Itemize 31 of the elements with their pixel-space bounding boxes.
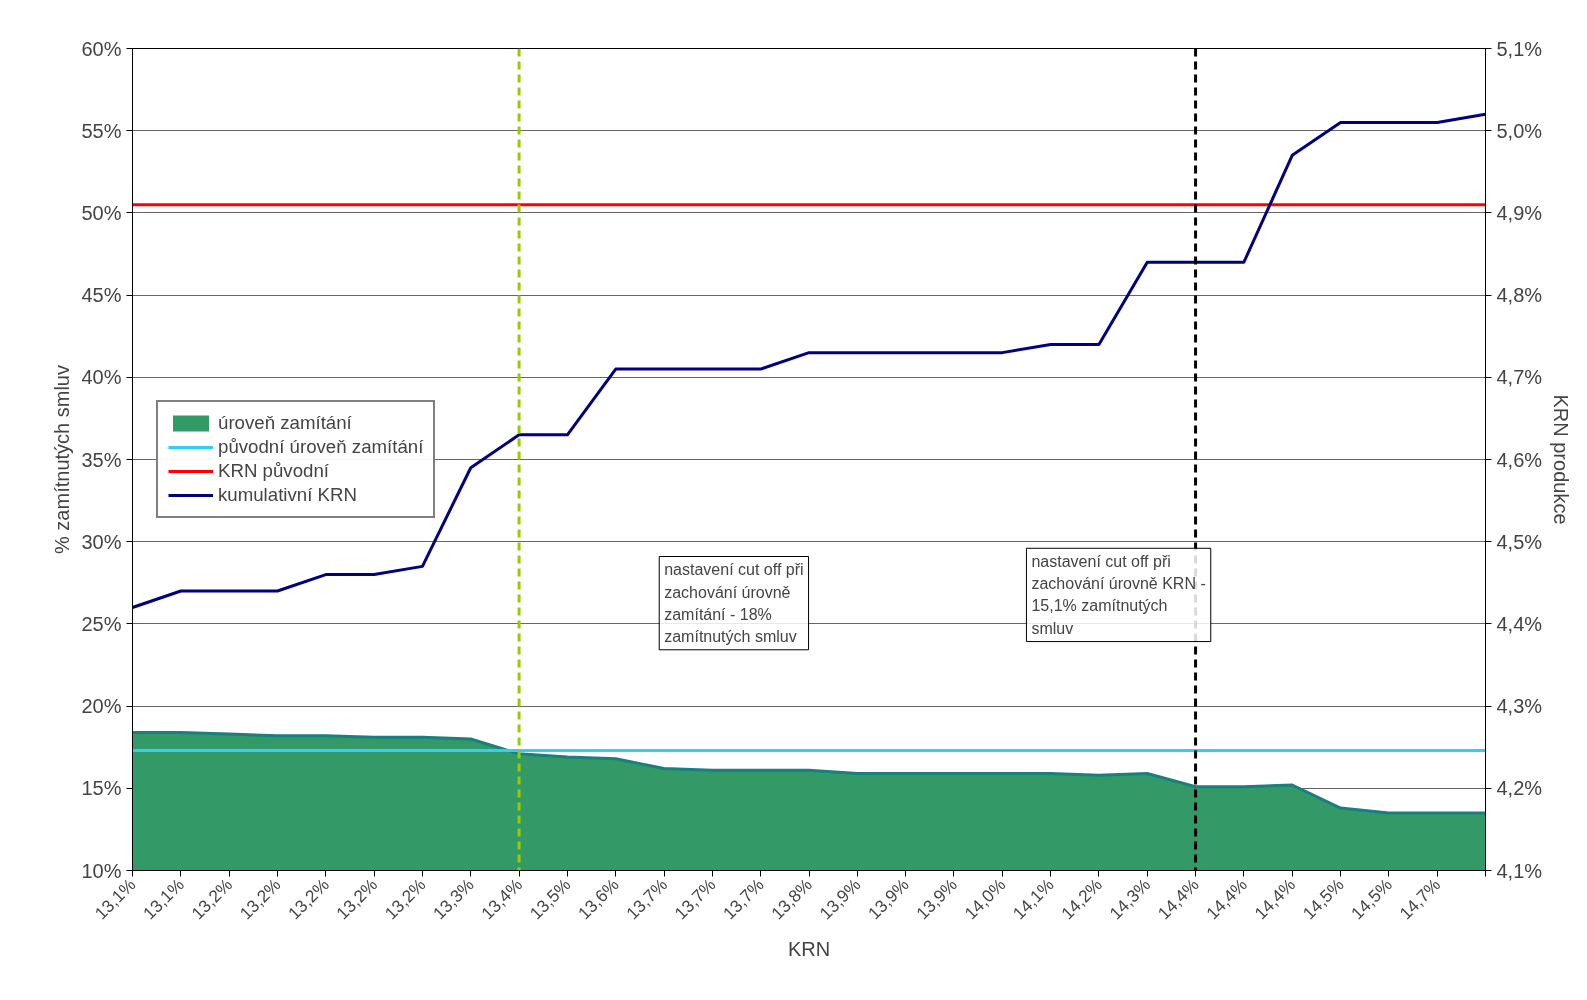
annotation: nastavení cut off při zachování úrovně KRN - 15,1% zamítnutých smluv [1031,553,1206,637]
y2-tick-label: 4,2% [1496,777,1543,800]
x-axis-title: KRN [787,938,831,961]
annotation: nastavení cut off při zachování úrovně zamítání - 18% zamítnutých smluv [664,561,804,645]
y-tick-label: 25% [81,612,122,635]
y2-tick-label: 4,5% [1496,530,1543,553]
y-tick-label: 10% [81,859,122,882]
legend-label: původní úroveň zamítání [218,436,424,458]
legend-label: KRN původní [218,460,329,482]
y2-tick-label: 4,9% [1496,201,1543,224]
y2-tick-label: 4,4% [1496,612,1543,635]
y-tick-label: 45% [81,284,122,307]
y-tick-label: 40% [81,366,122,389]
y2-tick-label: 4,7% [1496,366,1543,389]
y2-tick-label: 4,3% [1496,695,1543,718]
y-tick-label: 20% [81,695,122,718]
y-tick-label: 15% [81,777,122,800]
y2-tick-label: 4,6% [1496,448,1543,471]
y-tick-label: 30% [81,530,122,553]
y2-axis-title: KRN produkce [1550,394,1573,525]
y2-tick-label: 4,8% [1496,284,1543,307]
y2-tick-label: 5,1% [1496,37,1543,60]
y-tick-label: 35% [81,448,122,471]
y-tick-label: 50% [81,201,122,224]
y2-tick-label: 4,1% [1496,859,1543,882]
legend-label: úroveň zamítání [218,412,352,434]
legend-label: kumulativní KRN [218,484,357,506]
y-tick-label: 55% [81,119,122,142]
y2-tick-label: 5,0% [1496,119,1543,142]
y-tick-label: 60% [81,37,122,60]
y-axis-title: % zamítnutých smluv [51,365,74,554]
